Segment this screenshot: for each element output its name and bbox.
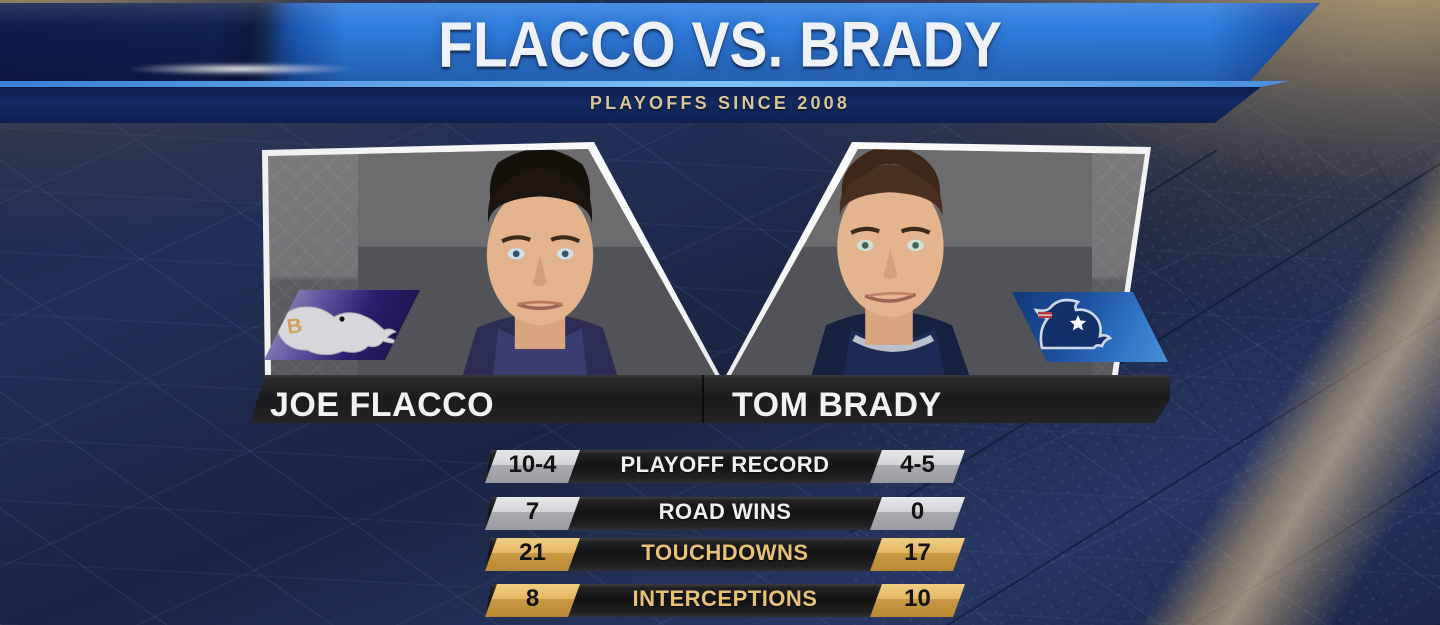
svg-text:B: B [285,314,303,339]
